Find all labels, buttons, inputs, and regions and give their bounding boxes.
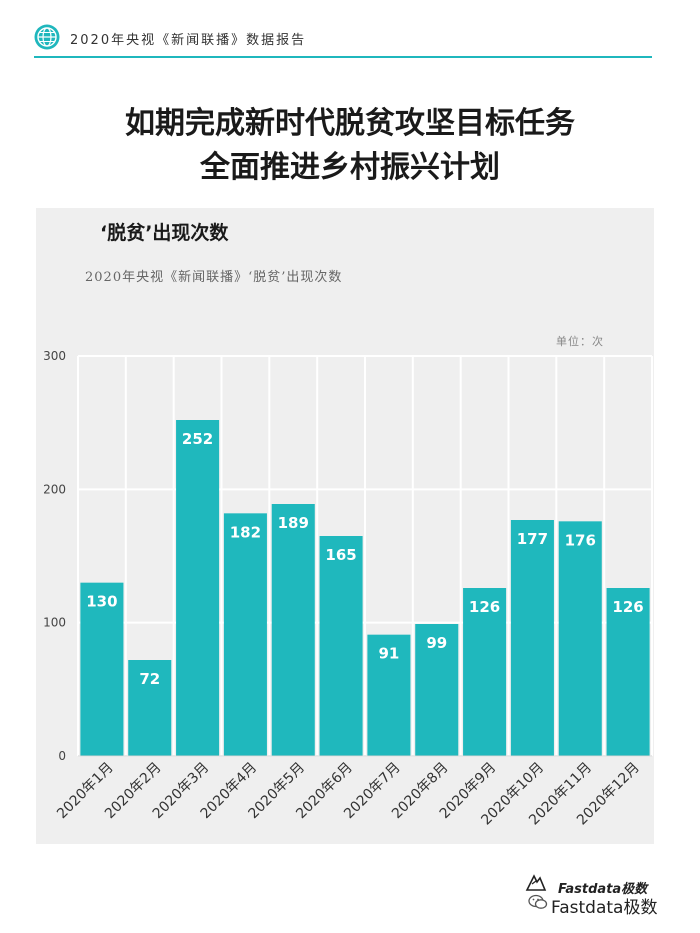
bar [319,536,363,756]
report-header: 2020年央视《新闻联播》数据报告 [34,24,652,58]
bar [176,420,220,756]
footer-wechat-account: Fastdata极数 [551,898,658,918]
bar [271,504,315,756]
globe-icon [34,24,60,50]
data-label: 252 [182,430,213,448]
bar [558,521,602,756]
data-label: 126 [469,598,500,616]
wechat-icon [528,894,548,909]
data-label: 189 [278,514,309,532]
main-title-line-2: 全面推进乡村振兴计划 [200,150,500,185]
chart-subtitle: 2020年央视《新闻联播》‘脱贫’出现次数 [85,270,343,285]
bar [367,634,411,756]
header-text: 2020年央视《新闻联播》数据报告 [70,33,307,48]
data-label: 182 [230,523,261,541]
data-label: 99 [426,634,447,652]
data-label: 91 [378,645,399,663]
chart-title: ‘脱贫’出现次数 [100,222,229,244]
y-tick-label: 0 [58,749,66,763]
footer-brand: Fastdata极数 [558,882,648,897]
main-title-line-1: 如期完成新时代脱贫攻坚目标任务 [125,106,575,141]
bar [463,588,507,756]
unit-label: 单位：次 [556,335,604,348]
header-divider [34,56,652,58]
data-label: 177 [517,530,548,548]
y-tick-label: 100 [43,616,66,630]
bar [223,513,267,756]
y-tick-label: 300 [43,349,66,363]
data-label: 165 [325,546,356,564]
bar [80,582,124,756]
fastdata-logo-icon [525,874,547,891]
bar [128,660,172,756]
bar [510,520,554,756]
bar [415,624,459,756]
data-label: 130 [86,593,117,611]
data-label: 72 [139,670,160,688]
y-tick-label: 200 [43,482,66,496]
bar [606,588,650,756]
data-label: 176 [565,531,596,549]
data-label: 126 [612,598,643,616]
